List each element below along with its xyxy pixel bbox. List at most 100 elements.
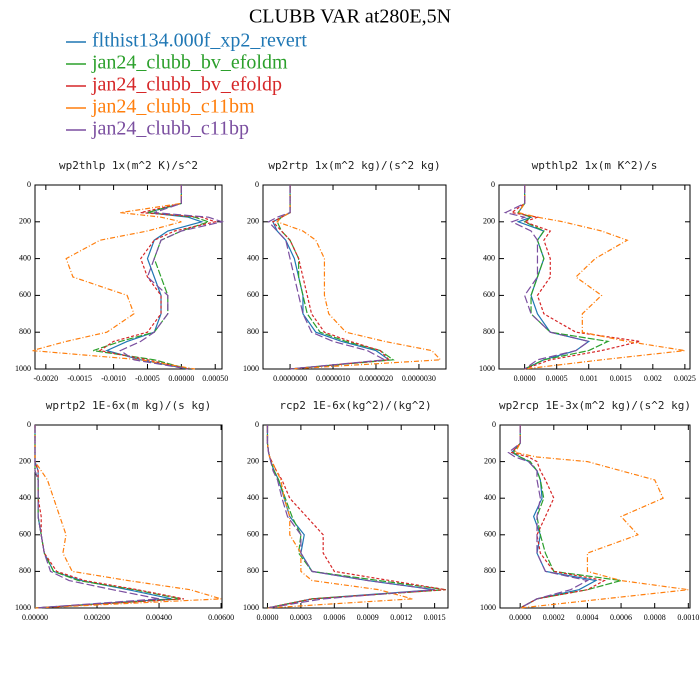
y-tick-label: 200: [484, 456, 496, 465]
profile-line: [93, 185, 211, 370]
x-tick-label: 0.0003: [290, 613, 312, 622]
plot-frame: [498, 184, 691, 370]
y-tick-label: 200: [247, 217, 259, 226]
profile-line: [34, 425, 184, 609]
x-tick-label: 0.0006: [610, 613, 632, 622]
y-tick-label: 800: [247, 327, 259, 336]
y-tick-label: 1000: [480, 603, 496, 612]
profile-line: [514, 425, 689, 609]
profile-line: [507, 425, 590, 609]
y-tick-label: 400: [483, 253, 495, 262]
x-tick-label: -0.0005: [135, 374, 160, 383]
profile-line: [276, 185, 442, 370]
y-tick-label: 200: [483, 217, 495, 226]
y-tick-label: 400: [247, 253, 259, 262]
legend-label: jan24_clubb_c11bp: [91, 118, 249, 140]
legend-label: jan24_clubb_bv_efoldm: [91, 52, 288, 74]
profile-line: [510, 425, 607, 609]
profile-line: [512, 425, 622, 609]
profile-line: [98, 185, 218, 370]
x-tick-label: 0.0000020: [359, 374, 393, 383]
plot-frame: [34, 184, 223, 370]
plot-frame: [499, 424, 691, 609]
y-tick-label: 200: [19, 217, 31, 226]
profile-line: [34, 425, 222, 609]
y-tick-label: 0: [492, 420, 496, 429]
y-tick-label: 1000: [479, 364, 495, 373]
panel-title: wp2rtp 1x(m^2 kg)/(s^2 kg): [268, 159, 440, 172]
x-tick-label: 0.0000000: [273, 374, 307, 383]
y-tick-label: 1000: [243, 603, 259, 612]
y-tick-label: 600: [247, 530, 259, 539]
x-tick-label: 0.00000: [22, 613, 48, 622]
y-tick-label: 600: [19, 530, 31, 539]
panel-title: rcp2 1E-6x(kg^2)/(kg^2): [279, 399, 431, 412]
profile-line: [517, 185, 610, 370]
y-tick-label: 1000: [243, 364, 259, 373]
profile-line: [34, 425, 172, 609]
profile-line: [503, 185, 591, 370]
panel-title: wp2thlp 1x(m^2 K)/s^2: [59, 159, 198, 172]
y-tick-label: 0: [255, 420, 259, 429]
y-tick-label: 1000: [15, 364, 31, 373]
x-tick-label: 0.0010: [677, 613, 699, 622]
x-tick-label: 0.00000: [168, 374, 194, 383]
y-tick-label: 0: [255, 180, 259, 189]
y-tick-label: 800: [19, 327, 31, 336]
x-tick-label: 0.0004: [576, 613, 598, 622]
y-tick-label: 800: [483, 327, 495, 336]
x-tick-label: 0.0000: [514, 374, 536, 383]
panel-title: wprtp2 1E-6x(m kg)/(s kg): [46, 399, 212, 412]
x-tick-label: 0.001: [580, 374, 598, 383]
y-tick-label: 400: [247, 493, 259, 502]
x-tick-label: 0.00200: [84, 613, 110, 622]
x-tick-label: 0.00600: [208, 613, 234, 622]
x-tick-label: 0.0012: [390, 613, 412, 622]
y-tick-label: 600: [247, 290, 259, 299]
legend-label: jan24_clubb_bv_efoldp: [91, 74, 282, 96]
plot-frame: [34, 424, 223, 609]
legend-label: jan24_clubb_c11bm: [91, 96, 255, 118]
x-tick-label: 0.0006: [323, 613, 345, 622]
x-tick-label: 0.002: [644, 374, 662, 383]
y-tick-label: 0: [27, 420, 31, 429]
profile-line: [266, 425, 446, 609]
y-tick-label: 800: [247, 566, 259, 575]
legend-label: flthist134.000f_xp2_revert: [92, 30, 307, 52]
x-tick-label: 0.0000030: [402, 374, 436, 383]
x-tick-label: -0.0020: [34, 374, 59, 383]
y-tick-label: 800: [19, 566, 31, 575]
y-tick-label: 400: [484, 493, 496, 502]
x-tick-label: 0.00400: [146, 613, 172, 622]
profile-line: [517, 185, 685, 370]
plot-frame: [262, 184, 447, 370]
x-tick-label: 0.0000: [509, 613, 531, 622]
y-tick-label: 1000: [15, 603, 31, 612]
y-tick-label: 0: [491, 180, 495, 189]
x-tick-label: 0.00050: [202, 374, 228, 383]
panel-title: wpthlp2 1x(m K^2)/s: [532, 159, 658, 172]
x-tick-label: -0.0010: [101, 374, 126, 383]
y-tick-label: 600: [19, 290, 31, 299]
profile-line: [266, 425, 435, 609]
plot-frame: [262, 424, 449, 609]
profile-line: [119, 185, 225, 370]
y-tick-label: 400: [19, 253, 31, 262]
profile-line: [266, 425, 446, 609]
y-tick-label: 600: [483, 290, 495, 299]
y-tick-label: 400: [19, 493, 31, 502]
profile-line: [510, 185, 641, 370]
y-tick-label: 200: [19, 456, 31, 465]
profile-line: [267, 185, 387, 370]
panel-title: wp2rcp 1E-3x(m^2 kg)/(s^2 kg): [499, 399, 691, 412]
y-tick-label: 600: [484, 530, 496, 539]
x-tick-label: 0.0025: [674, 374, 696, 383]
y-tick-label: 800: [484, 566, 496, 575]
x-tick-label: 0.0000: [256, 613, 278, 622]
x-tick-label: 0.0008: [644, 613, 666, 622]
x-tick-label: -0.0015: [67, 374, 92, 383]
y-tick-label: 200: [247, 456, 259, 465]
page-title: CLUBB VAR at280E,5N: [249, 6, 451, 28]
x-tick-label: 0.0000010: [316, 374, 350, 383]
